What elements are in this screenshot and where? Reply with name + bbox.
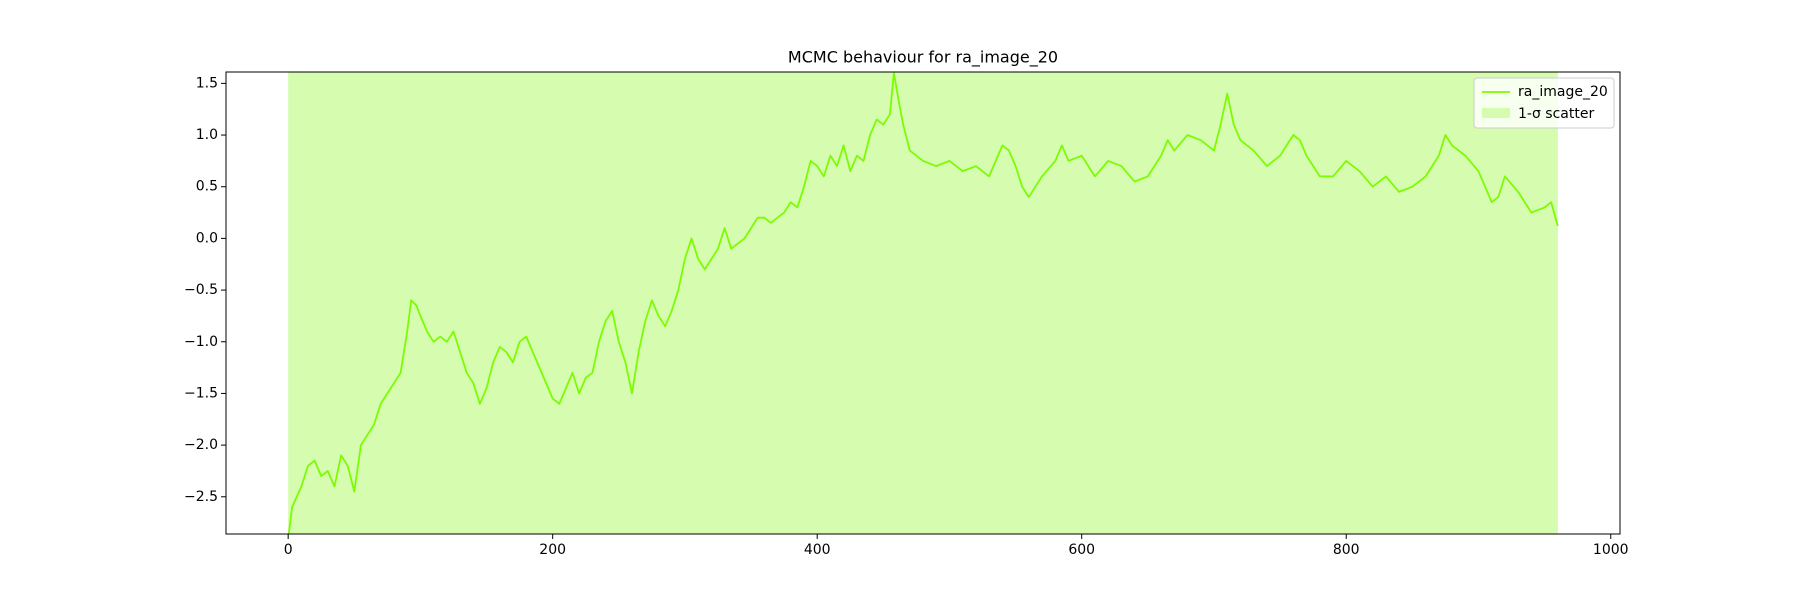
x-tick-label: 1000 [1593, 542, 1629, 558]
x-tick-label: 800 [1333, 542, 1360, 558]
y-tick-label: −1.5 [184, 385, 218, 401]
x-tick-label: 0 [284, 542, 293, 558]
scatter-band [288, 72, 1558, 534]
x-tick-label: 400 [804, 542, 831, 558]
chart-title: MCMC behaviour for ra_image_20 [788, 48, 1058, 68]
y-tick-label: 1.0 [196, 127, 218, 143]
y-tick-label: 1.5 [196, 75, 218, 91]
plot-area [287, 72, 1559, 534]
y-tick-label: −1.0 [184, 334, 218, 350]
y-tick-label: −2.5 [184, 489, 218, 505]
legend-label: 1-σ scatter [1518, 106, 1594, 122]
legend-label: ra_image_20 [1518, 84, 1608, 100]
y-tick-label: 0.5 [196, 179, 218, 195]
y-tick-label: −0.5 [184, 282, 218, 298]
y-tick-label: −2.0 [184, 437, 218, 453]
axes-frame [225, 71, 1621, 535]
x-tick-label: 600 [1068, 542, 1095, 558]
y-tick-label: 0.0 [196, 230, 218, 246]
trace-line [287, 72, 1559, 534]
x-tick-label: 200 [539, 542, 566, 558]
legend-band-swatch [1482, 108, 1510, 118]
